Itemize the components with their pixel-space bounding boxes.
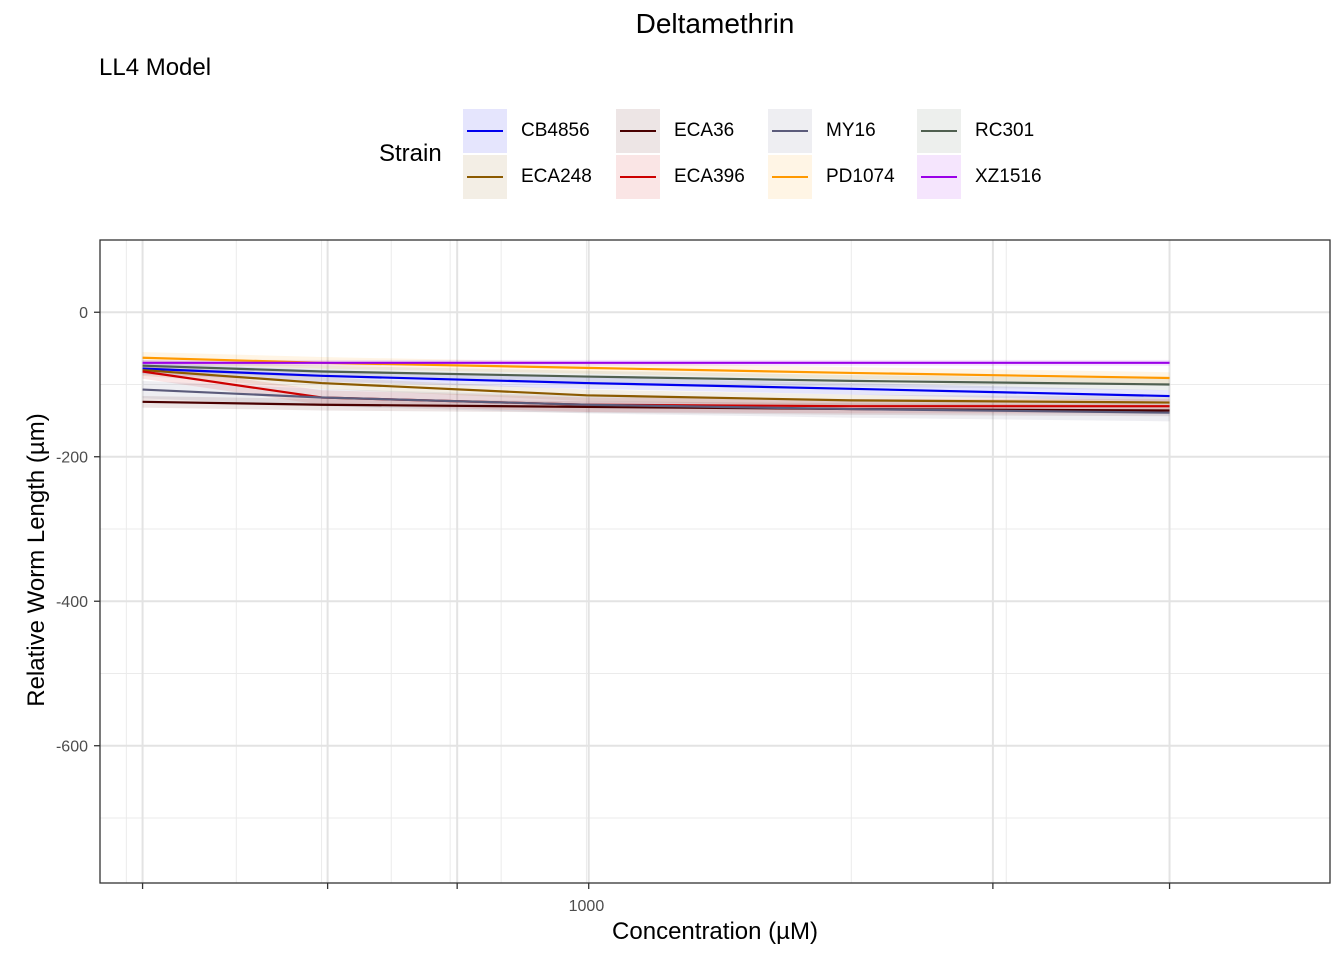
line-rc301 xyxy=(142,364,1170,386)
legend-key xyxy=(768,109,812,153)
legend-label: PD1074 xyxy=(826,166,895,187)
y-tick-label: -200 xyxy=(56,450,88,467)
line-cb4856 xyxy=(142,367,1170,398)
line-eca248 xyxy=(142,368,1170,404)
x-tick-label: 1000 xyxy=(569,898,605,915)
line-pd1074 xyxy=(142,356,1170,380)
y-tick-label: 0 xyxy=(79,305,88,322)
ribbon-rc301 xyxy=(142,359,1170,391)
y-tick-label: -400 xyxy=(56,594,88,611)
ribbon-my16 xyxy=(142,380,1170,422)
legend-item-pd1074: PD1074 xyxy=(768,155,895,199)
legend-key xyxy=(463,155,507,199)
legend-key xyxy=(616,155,660,199)
legend-item-eca248: ECA248 xyxy=(463,155,592,199)
legend-key xyxy=(917,109,961,153)
y-tick-label: -600 xyxy=(56,739,88,756)
plot-border xyxy=(99,239,1331,884)
legend-item-eca396: ECA396 xyxy=(616,155,745,199)
legend-key xyxy=(917,155,961,199)
legend-label: ECA36 xyxy=(674,120,735,141)
legend-title: Strain xyxy=(379,140,442,167)
legend-key xyxy=(463,109,507,153)
ribbon-pd1074 xyxy=(142,351,1170,384)
legend-label: ECA248 xyxy=(521,166,592,187)
legend-label: ECA396 xyxy=(674,166,745,187)
legend-item-rc301: RC301 xyxy=(917,109,1034,153)
chart-title: Deltamethrin xyxy=(635,8,795,39)
legend-item-my16: MY16 xyxy=(768,109,876,153)
legend-key xyxy=(768,155,812,199)
legend-label: XZ1516 xyxy=(975,166,1042,187)
legend-key xyxy=(616,109,660,153)
chart-subtitle: LL4 Model xyxy=(99,54,212,81)
legend-item-cb4856: CB4856 xyxy=(463,109,590,153)
legend-label: MY16 xyxy=(826,120,876,141)
legend-label: CB4856 xyxy=(521,120,590,141)
legend-item-eca36: ECA36 xyxy=(616,109,734,153)
y-axis-title: Relative Worm Length (µm) xyxy=(23,413,50,707)
plot-panel xyxy=(100,240,1330,883)
ribbon-eca248 xyxy=(142,364,1170,409)
line-my16 xyxy=(142,388,1170,414)
legend-item-xz1516: XZ1516 xyxy=(917,155,1042,199)
x-axis-title: Concentration (µM) xyxy=(612,918,818,945)
legend-label: RC301 xyxy=(975,120,1035,141)
